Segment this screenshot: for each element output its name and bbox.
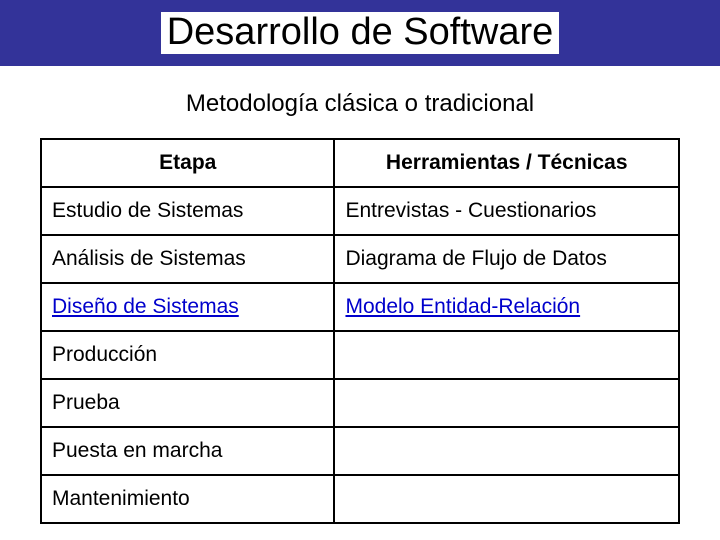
- cell-herramienta: [334, 475, 679, 523]
- cell-etapa: Mantenimiento: [41, 475, 334, 523]
- table-row: Mantenimiento: [41, 475, 679, 523]
- cell-herramienta: Diagrama de Flujo de Datos: [334, 235, 679, 283]
- link-diseno-sistemas[interactable]: Diseño de Sistemas: [52, 295, 239, 318]
- table-row: Puesta en marcha: [41, 427, 679, 475]
- cell-herramienta: Entrevistas - Cuestionarios: [334, 187, 679, 235]
- slide-subtitle: Metodología clásica o tradicional: [0, 90, 720, 118]
- table-row: Análisis de Sistemas Diagrama de Flujo d…: [41, 235, 679, 283]
- cell-herramienta: Modelo Entidad-Relación: [334, 283, 679, 331]
- table-header-herramientas: Herramientas / Técnicas: [334, 139, 679, 187]
- table-row: Producción: [41, 331, 679, 379]
- cell-etapa: Diseño de Sistemas: [41, 283, 334, 331]
- table-row: Estudio de Sistemas Entrevistas - Cuesti…: [41, 187, 679, 235]
- cell-herramienta: [334, 427, 679, 475]
- table-row: Diseño de Sistemas Modelo Entidad-Relaci…: [41, 283, 679, 331]
- cell-etapa: Análisis de Sistemas: [41, 235, 334, 283]
- link-modelo-er[interactable]: Modelo Entidad-Relación: [345, 295, 580, 318]
- table-row: Prueba: [41, 379, 679, 427]
- cell-etapa: Producción: [41, 331, 334, 379]
- cell-herramienta: [334, 331, 679, 379]
- cell-herramienta: [334, 379, 679, 427]
- methodology-table: Etapa Herramientas / Técnicas Estudio de…: [40, 138, 680, 524]
- slide-container: { "title": "Desarrollo de Software", "su…: [0, 0, 720, 540]
- title-bar: Desarrollo de Software: [0, 0, 720, 66]
- cell-etapa: Estudio de Sistemas: [41, 187, 334, 235]
- cell-etapa: Prueba: [41, 379, 334, 427]
- slide-title: Desarrollo de Software: [161, 12, 560, 54]
- table-header-row: Etapa Herramientas / Técnicas: [41, 139, 679, 187]
- cell-etapa: Puesta en marcha: [41, 427, 334, 475]
- table-header-etapa: Etapa: [41, 139, 334, 187]
